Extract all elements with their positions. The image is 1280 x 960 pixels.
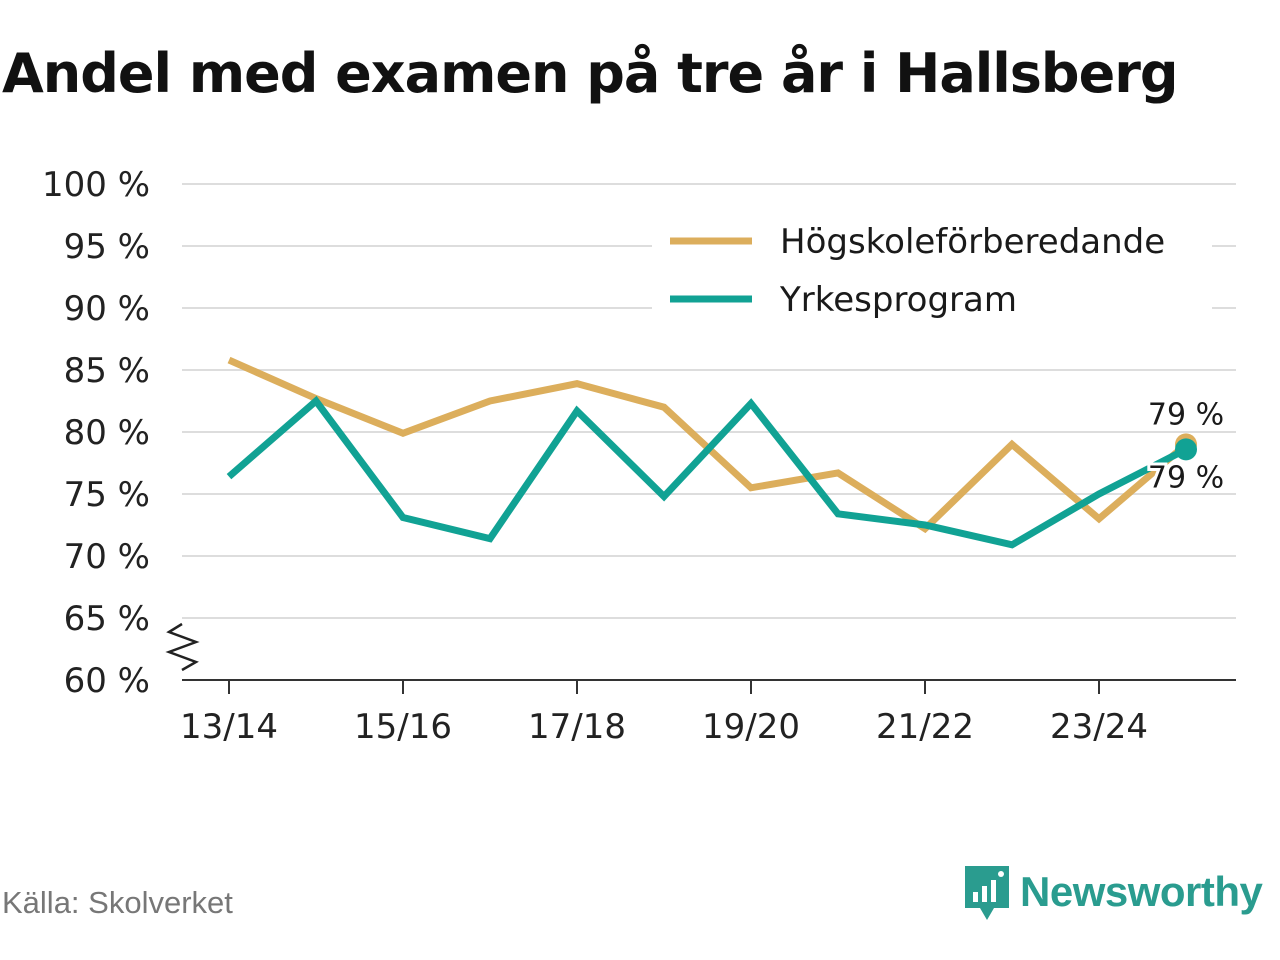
y-tick-label: 65 %	[64, 599, 150, 639]
x-tick-label: 21/22	[876, 707, 974, 747]
legend-item-yrkesprogram: Yrkesprogram	[670, 280, 1017, 320]
x-tick-label: 13/14	[180, 707, 278, 747]
source-note: Källa: Skolverket	[2, 885, 233, 920]
legend-item-hogskoleforberedande: Högskoleförberedande	[670, 222, 1165, 262]
y-tick-label: 75 %	[64, 475, 150, 515]
legend-label-hogskoleforberedande: Högskoleförberedande	[780, 222, 1165, 262]
y-tick-label: 90 %	[64, 289, 150, 329]
y-tick-label: 70 %	[64, 537, 150, 577]
x-tick-label: 15/16	[354, 707, 452, 747]
y-axis-ticks: 60 % 65 % 70 % 75 % 80 % 85 % 90 % 95 % 100 %	[42, 165, 150, 701]
y-tick-label: 85 %	[64, 351, 150, 391]
y-tick-label: 100 %	[42, 165, 150, 205]
x-tick-label: 17/18	[528, 707, 626, 747]
axis-break-icon	[165, 622, 200, 672]
x-axis: 13/14 15/16 17/18 19/20 21/22 23/24	[180, 679, 1236, 747]
brand-logo[interactable]: Newsworthy	[962, 862, 1263, 922]
x-tick-label: 19/20	[702, 707, 800, 747]
chart-title: Andel med examen på tre år i Hallsberg	[2, 42, 1178, 105]
legend-label-yrkesprogram: Yrkesprogram	[779, 280, 1017, 320]
end-label-hogskoleforberedande: 79 %	[1148, 397, 1224, 432]
end-point-yrkesprogram	[1175, 438, 1197, 461]
y-tick-label: 60 %	[64, 661, 150, 701]
legend: Högskoleförberedande Yrkesprogram	[652, 212, 1212, 320]
x-tick-label: 23/24	[1050, 707, 1148, 747]
brand-name: Newsworthy	[1020, 868, 1263, 915]
series-lines	[226, 356, 1197, 549]
y-tick-label: 95 %	[64, 227, 150, 267]
newsworthy-logo-icon	[965, 866, 1009, 920]
y-tick-label: 80 %	[64, 413, 150, 453]
end-labels: 79 % 79 %	[1145, 394, 1227, 498]
end-label-yrkesprogram: 79 %	[1148, 460, 1224, 495]
series-line-yrkesprogram	[226, 395, 1188, 549]
series-line-hogskoleforberedande	[227, 356, 1189, 534]
